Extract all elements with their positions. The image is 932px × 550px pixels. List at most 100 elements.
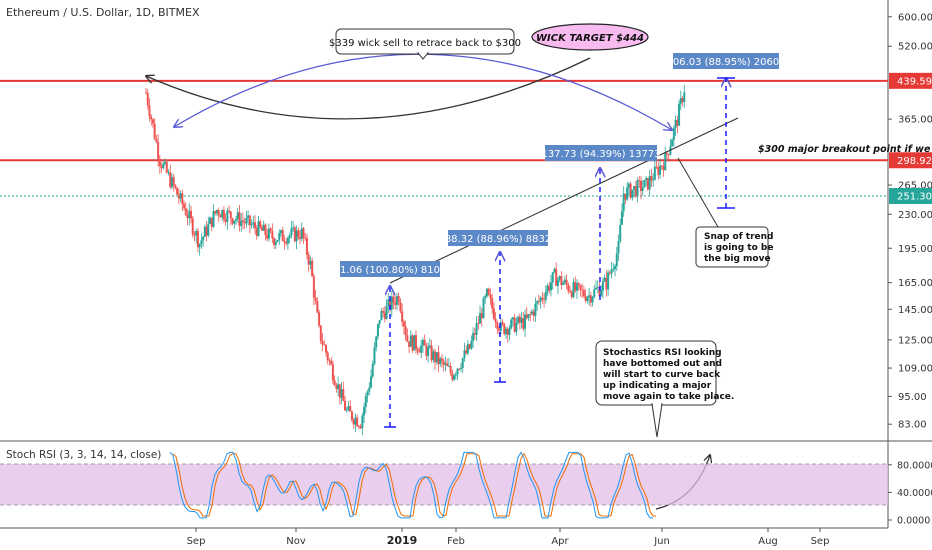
candle-body [288,235,291,239]
candle-body [536,301,539,304]
svg-text:WICK TARGET $444: WICK TARGET $444 [536,33,644,44]
candle-body [638,180,641,182]
candle-body [209,217,212,224]
stoch-rsi-pane[interactable]: Stoch RSI (3, 3, 14, 14, close) 80.0000 4… [0,449,932,527]
candle-body [461,358,464,368]
candle-body [247,215,250,218]
candle-body [186,215,189,219]
candle-body [305,238,308,255]
candle-body [518,316,521,323]
candle-body [629,183,632,198]
candle-body [200,240,203,245]
candle-body [563,279,566,283]
candle-body [196,230,199,248]
candle-body [619,224,622,242]
candle-body [612,269,615,270]
candle-body [615,253,618,267]
candle-body [148,105,151,117]
candle-body [582,289,585,297]
candle-body [203,226,206,237]
candle-body [548,285,551,291]
candle-body [472,333,475,341]
candle-body [676,119,679,126]
time-axis[interactable]: Sep Nov 2019 Feb Apr Jun Aug Sep [187,528,830,547]
candle-body [473,333,476,335]
candle-body [411,335,414,351]
candle-body [183,204,186,209]
candle-body [165,161,168,173]
candle-body [330,360,333,365]
candle-body [681,97,684,103]
candle-body [468,344,471,349]
svg-text:$339 wick sell to retrace back: $339 wick sell to retrace back to $300 [329,38,521,49]
candle-body [191,218,194,235]
candle-body [248,215,251,226]
candle-body [285,242,288,244]
candle-body [593,289,596,298]
level-price-tag [889,152,932,169]
candle-body [491,298,494,309]
candle-body [359,426,362,429]
candle-body [172,177,175,186]
candle-body [489,294,492,299]
candle-body [482,298,485,319]
candle-body [347,406,350,411]
callout-stoch-rsi: Stochastics RSI looking have bottomed ou… [595,340,734,438]
svg-text:88.32 (88.96%) 8832: 88.32 (88.96%) 8832 [445,234,551,245]
candle-body [243,221,246,224]
candle-body [683,92,686,103]
candle-body [434,351,437,363]
candle-body [375,336,378,348]
candle-body [333,380,336,386]
candle-body [513,317,516,332]
candle-body [316,300,319,313]
candle-body [390,296,393,310]
candle-body [293,227,296,242]
candle-body [646,178,649,190]
candle-body [534,303,537,316]
candle-body [458,368,461,370]
candle-body [241,220,244,222]
candle-body [423,340,426,346]
candle-body [565,279,568,285]
candle-body [387,299,390,306]
candle-body [510,319,513,329]
time-tick-label: Sep [187,536,206,547]
candle-body [349,406,352,412]
candle-body [427,347,430,357]
callout-breakout: $300 major breakout point if we [758,144,931,155]
candle-body [146,92,149,106]
price-tick-label: 165.00 [898,278,932,289]
candle-body [499,322,502,331]
time-tick-label: Nov [286,536,306,547]
black-arc [146,57,591,120]
candle-body [447,365,450,367]
time-tick-label: Aug [758,536,778,547]
candle-body [235,219,237,221]
candle-body [598,287,601,296]
candle-body [250,224,253,226]
candle-body [595,288,597,290]
candle-body [581,289,584,291]
candle-body [485,288,488,297]
candle-body [626,187,629,200]
svg-text:Stochastics RSI looking: Stochastics RSI looking have bottomed ou… [603,348,734,402]
candle-body [174,185,177,188]
candle-body [328,360,331,362]
measure-label-1: 81.06 (100.80%) 8106 [334,261,446,277]
candle-body [221,210,224,218]
price-tick-label: 230.00 [898,210,932,221]
candle-body [380,310,383,321]
candle-body [404,326,407,336]
candle-body [269,228,272,231]
candle-body [406,335,409,342]
price-axis[interactable]: 600.00 520.00 365.00 265.00 230.00 195.00 165.… [888,12,932,431]
candle-body [151,119,154,124]
measure-label-4: 206.03 (88.95%) 20603 [666,53,786,69]
candle-body [177,194,180,199]
candle-body [357,426,360,428]
candle-body [511,317,514,320]
candle-body [304,237,307,239]
candle-body [326,352,329,361]
candle-body [641,187,644,192]
